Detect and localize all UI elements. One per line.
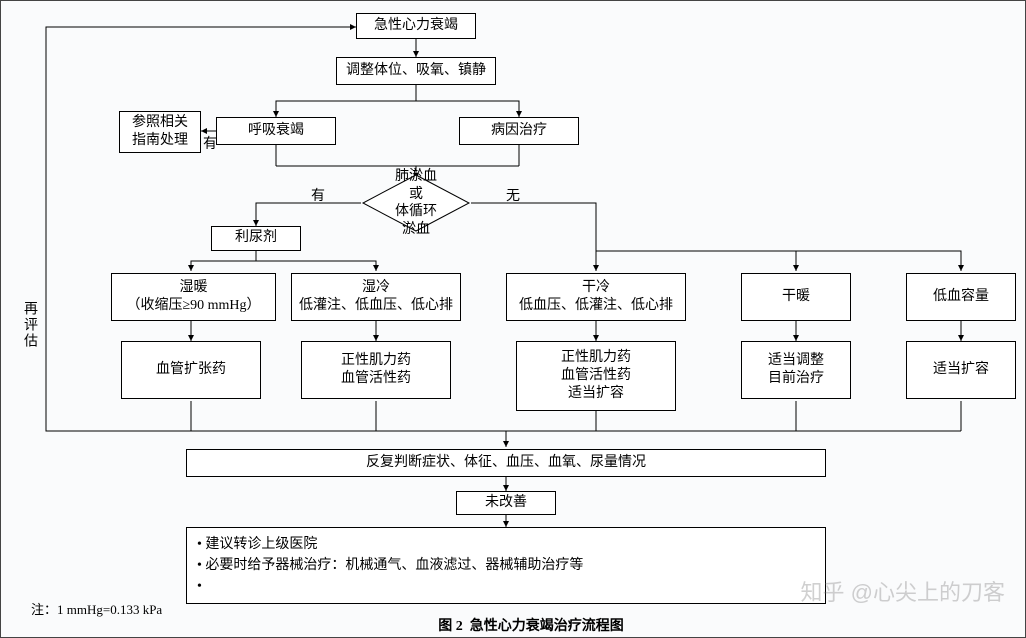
node-vasodilator-label: 血管扩张药 (156, 361, 226, 379)
node-diuretic: 利尿剂 (211, 226, 301, 251)
node-warm-wet-label: 湿暖 （收缩压≥90 mmHg） (126, 279, 260, 315)
advice-2-text: 必要时给予器械治疗：机械通气、血液滤过、器械辅助治疗等 (205, 558, 583, 573)
node-warm-dry: 干暖 (741, 273, 851, 321)
watermark: 知乎 @心尖上的刀客 (801, 575, 1005, 607)
node-diuretic-label: 利尿剂 (235, 229, 277, 247)
node-decision-label: 肺淤血或 体循环淤血 (389, 168, 444, 238)
advice-bullet-3: • (197, 576, 815, 597)
node-adjust: 调整体位、吸氧、镇静 (336, 57, 496, 85)
node-volume-label: 适当扩容 (933, 361, 989, 379)
node-adjust-label: 调整体位、吸氧、镇静 (346, 62, 486, 80)
node-guideline: 参照相关 指南处理 (119, 111, 201, 153)
node-adjust-tx: 适当调整 目前治疗 (741, 341, 851, 399)
node-cold-dry: 干冷 低血压、低灌注、低心排 (506, 273, 686, 321)
figure-caption: 图 2 急性心力衰竭治疗流程图 (381, 615, 681, 635)
node-inotrope-1: 正性肌力药 血管活性药 (301, 341, 451, 399)
node-inotrope-1-label: 正性肌力药 血管活性药 (341, 352, 411, 388)
edge-label-congestion-yes: 有 (311, 185, 325, 205)
edge-label-reassess: 再评估 (19, 301, 39, 349)
node-hypovolemia-label: 低血容量 (933, 288, 989, 306)
node-start: 急性心力衰竭 (356, 13, 476, 39)
edge-label-congestion-no: 无 (506, 185, 520, 205)
node-start-label: 急性心力衰竭 (374, 17, 458, 35)
node-cold-wet: 湿冷 低灌注、低血压、低心排 (291, 273, 461, 321)
node-no-improve: 未改善 (456, 491, 556, 515)
node-inotrope-2: 正性肌力药 血管活性药 适当扩容 (516, 341, 676, 411)
node-cold-dry-label: 干冷 低血压、低灌注、低心排 (519, 279, 673, 315)
advice-bullet-2: • 必要时给予器械治疗：机械通气、血液滤过、器械辅助治疗等 (197, 555, 815, 576)
edge-label-resp-yes: 有 (203, 133, 217, 153)
node-cause-label: 病因治疗 (491, 122, 547, 140)
node-vasodilator: 血管扩张药 (121, 341, 261, 399)
node-warm-wet: 湿暖 （收缩压≥90 mmHg） (111, 273, 276, 321)
node-resp: 呼吸衰竭 (216, 117, 336, 145)
node-review: 反复判断症状、体征、血压、血氧、尿量情况 (186, 449, 826, 477)
node-resp-label: 呼吸衰竭 (248, 122, 304, 140)
node-no-improve-label: 未改善 (485, 494, 527, 512)
node-cold-wet-label: 湿冷 低灌注、低血压、低心排 (299, 279, 453, 315)
node-warm-dry-label: 干暖 (782, 288, 810, 306)
node-decision: 肺淤血或 体循环淤血 (361, 173, 471, 233)
node-volume: 适当扩容 (906, 341, 1016, 399)
footnote: 注：1 mmHg=0.133 kPa (31, 599, 162, 618)
caption-title: 急性心力衰竭治疗流程图 (470, 619, 624, 634)
flowchart-canvas: 急性心力衰竭 调整体位、吸氧、镇静 呼吸衰竭 病因治疗 参照相关 指南处理 肺淤… (0, 0, 1026, 638)
advice-bullet-1: • 建议转诊上级医院 (197, 534, 815, 555)
advice-1-text: 建议转诊上级医院 (205, 537, 317, 552)
caption-prefix: 图 2 (438, 619, 463, 634)
node-advice: • 建议转诊上级医院 • 必要时给予器械治疗：机械通气、血液滤过、器械辅助治疗等… (186, 527, 826, 604)
node-inotrope-2-label: 正性肌力药 血管活性药 适当扩容 (561, 349, 631, 404)
node-adjust-tx-label: 适当调整 目前治疗 (768, 352, 824, 388)
node-review-label: 反复判断症状、体征、血压、血氧、尿量情况 (366, 454, 646, 472)
node-guideline-label: 参照相关 指南处理 (132, 114, 188, 150)
node-hypovolemia: 低血容量 (906, 273, 1016, 321)
node-cause: 病因治疗 (459, 117, 579, 145)
